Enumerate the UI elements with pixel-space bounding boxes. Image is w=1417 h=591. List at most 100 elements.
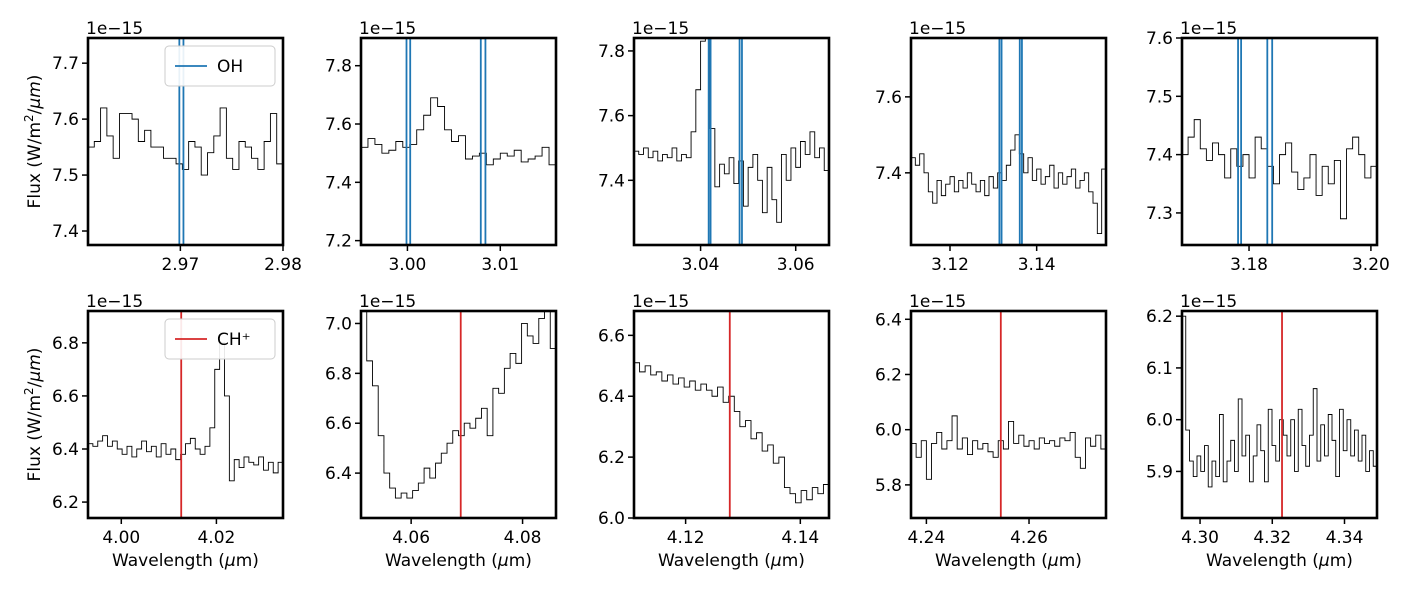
panel-frame xyxy=(632,36,831,247)
label-text-part: m) xyxy=(509,551,532,571)
y-tick-label: 7.7 xyxy=(52,54,79,74)
x-tick-label: 4.32 xyxy=(1253,528,1291,548)
panel-frame xyxy=(1180,36,1379,247)
x-tick-label: 3.14 xyxy=(1018,255,1056,275)
label-text-part: Flux (W/m xyxy=(25,122,45,208)
y-tick-label: 7.4 xyxy=(598,171,625,191)
y-tick-label: 5.9 xyxy=(1146,462,1173,482)
y-tick-label: 7.8 xyxy=(325,57,352,77)
x-axis-label: Wavelength (μm) xyxy=(935,551,1082,571)
spectrum-line xyxy=(911,134,1106,235)
x-tick-label: 3.18 xyxy=(1230,255,1268,275)
panel-frame xyxy=(86,36,285,247)
y-tick-label: 6.4 xyxy=(598,387,625,407)
legend-box xyxy=(164,45,276,87)
x-tick-label: 4.34 xyxy=(1326,528,1364,548)
panel-1-1: 4.06 4.08 6.4 6.6 6.8 7.0 1e−15 Wavelength (μm) xyxy=(325,292,558,571)
legend-box xyxy=(164,318,276,360)
y-tick-label: 7.8 xyxy=(598,42,625,62)
spectrum-line xyxy=(361,311,556,499)
y-tick-label: 6.6 xyxy=(598,326,625,346)
panel-0-1: 3.00 3.01 7.2 7.4 7.6 7.8 1e−15 xyxy=(325,19,558,275)
label-text-part: ) xyxy=(25,75,45,82)
y-tick-label: 6.4 xyxy=(52,440,79,460)
label-text-part: m) xyxy=(236,551,259,571)
panel-frame xyxy=(359,36,558,247)
y-tick-label: 7.6 xyxy=(52,110,79,130)
panel-0-2: 3.04 3.06 7.4 7.6 7.8 1e−15 xyxy=(598,19,831,275)
spectrum-line xyxy=(88,107,283,176)
y-tick-label: 6.1 xyxy=(1146,359,1173,379)
spectrum-line xyxy=(88,342,283,482)
y-tick-label: 6.0 xyxy=(598,509,625,529)
x-tick-label: 3.04 xyxy=(682,255,720,275)
offset-label: 1e−15 xyxy=(632,19,689,39)
label-math-part: μ xyxy=(1047,551,1059,571)
y-tick-label: 7.0 xyxy=(325,314,352,334)
y-tick-label: 6.2 xyxy=(52,493,79,513)
legend-ch-plus: CH⁺ xyxy=(164,318,276,360)
legend-oh: OH xyxy=(164,45,276,87)
label-text-part: / xyxy=(25,381,45,387)
label-superscript: 2 xyxy=(22,387,36,395)
y-tick-label: 6.8 xyxy=(325,364,352,384)
label-text-part: Wavelength ( xyxy=(935,551,1048,571)
y-tick-label: 7.4 xyxy=(52,222,79,242)
label-text-part: m) xyxy=(782,551,805,571)
x-axis-label: Wavelength (μm) xyxy=(112,551,259,571)
y-tick-label: 7.4 xyxy=(875,164,902,184)
y-tick-label: 7.6 xyxy=(598,107,625,127)
x-tick-label: 4.00 xyxy=(102,528,140,548)
y-tick-label: 7.6 xyxy=(875,88,902,108)
x-tick-label: 4.30 xyxy=(1181,528,1219,548)
legend-label: CH⁺ xyxy=(217,330,251,350)
offset-label: 1e−15 xyxy=(359,19,416,39)
label-math-part: μm xyxy=(25,81,45,109)
panel-1-4: 4.30 4.32 4.34 5.9 6.0 6.1 6.2 1e−15 Wavelength … xyxy=(1146,292,1379,571)
label-math-part: μ xyxy=(1318,551,1330,571)
y-tick-label: 7.4 xyxy=(325,173,352,193)
y-tick-label: 6.2 xyxy=(1146,307,1173,327)
offset-label: 1e−15 xyxy=(909,19,966,39)
panel-1-3: 4.24 4.26 5.8 6.0 6.2 6.4 1e−15 Wavelength (μm) xyxy=(875,292,1108,571)
offset-label: 1e−15 xyxy=(1180,292,1237,312)
panel-frame xyxy=(909,309,1108,520)
x-tick-label: 2.97 xyxy=(161,255,199,275)
label-text-part: Flux (W/m xyxy=(25,395,45,481)
x-tick-label: 4.14 xyxy=(781,528,819,548)
y-tick-label: 6.0 xyxy=(875,421,902,441)
y-tick-label: 7.3 xyxy=(1146,204,1173,224)
x-tick-label: 3.01 xyxy=(481,255,519,275)
y-axis-label: Flux (W/m2/μm) xyxy=(22,348,45,482)
panel-frame xyxy=(86,309,285,520)
x-tick-label: 4.26 xyxy=(1010,528,1048,548)
label-text-part: Wavelength ( xyxy=(658,551,771,571)
x-tick-label: 4.12 xyxy=(667,528,705,548)
offset-label: 1e−15 xyxy=(632,292,689,312)
x-tick-label: 3.20 xyxy=(1352,255,1390,275)
x-axis-label: Wavelength (μm) xyxy=(1206,551,1353,571)
label-text-part: Wavelength ( xyxy=(385,551,498,571)
y-tick-label: 5.8 xyxy=(875,476,902,496)
offset-label: 1e−15 xyxy=(909,292,966,312)
y-tick-label: 6.0 xyxy=(1146,411,1173,431)
y-tick-label: 6.6 xyxy=(52,387,79,407)
panel-0-4: 3.18 3.20 7.3 7.4 7.5 7.6 1e−15 xyxy=(1146,19,1390,275)
x-tick-label: 4.24 xyxy=(907,528,945,548)
spectrum-line xyxy=(634,362,829,504)
label-text-part: m) xyxy=(1330,551,1353,571)
y-tick-label: 7.5 xyxy=(52,166,79,186)
spectrum-line xyxy=(911,415,1106,480)
panel-1-2: 4.12 4.14 6.0 6.2 6.4 6.6 1e−15 Wavelength (μm) xyxy=(598,292,831,571)
y-axis-label: Flux (W/m2/μm) xyxy=(22,75,45,209)
y-tick-label: 6.4 xyxy=(875,310,902,330)
label-text-part: / xyxy=(25,108,45,114)
panel-frame xyxy=(632,309,831,520)
label-text-part: Wavelength ( xyxy=(112,551,225,571)
y-tick-label: 7.2 xyxy=(325,232,352,252)
spectrum-line xyxy=(1182,119,1377,220)
x-tick-label: 2.98 xyxy=(264,255,302,275)
label-superscript: 2 xyxy=(22,114,36,122)
spectrum-line xyxy=(634,38,829,223)
